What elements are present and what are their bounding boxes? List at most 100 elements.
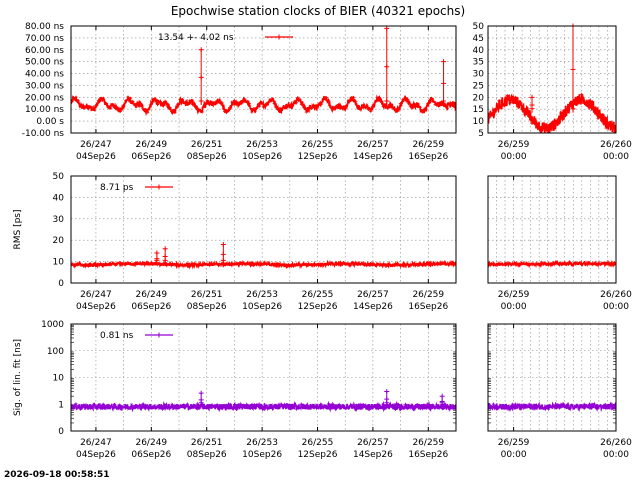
data-point bbox=[84, 105, 88, 109]
data-point bbox=[235, 407, 239, 411]
data-point bbox=[596, 406, 600, 410]
plot-frame-zoom bbox=[487, 175, 617, 284]
data-point bbox=[549, 262, 553, 266]
data-point bbox=[176, 406, 180, 410]
data-point bbox=[379, 262, 383, 266]
data-point bbox=[287, 103, 291, 107]
data-point bbox=[369, 406, 373, 410]
x-tick-label-day: 26/249 bbox=[135, 438, 167, 448]
data-point bbox=[527, 402, 531, 406]
data-point bbox=[84, 403, 88, 407]
x-tick-label-date: 00:00 bbox=[603, 152, 629, 162]
y-tick-label: 10 bbox=[53, 374, 65, 384]
data-point bbox=[119, 261, 123, 265]
data-point bbox=[508, 100, 512, 104]
data-point bbox=[133, 103, 137, 107]
data-point bbox=[99, 98, 103, 102]
data-point bbox=[225, 109, 229, 113]
data-point bbox=[582, 99, 586, 103]
data-point bbox=[128, 262, 132, 266]
data-point bbox=[596, 263, 600, 267]
data-point bbox=[329, 106, 333, 110]
data-point bbox=[533, 263, 537, 267]
data-point bbox=[314, 103, 318, 107]
data-point bbox=[228, 262, 232, 266]
data-point bbox=[607, 263, 611, 267]
y-tick-label: 60.00 ns bbox=[25, 46, 64, 56]
data-point bbox=[185, 264, 189, 268]
spike-marker bbox=[220, 241, 226, 247]
data-point bbox=[111, 405, 115, 409]
data-point bbox=[413, 105, 417, 109]
data-point bbox=[267, 261, 271, 265]
zoom-y-tick-label: 20 bbox=[473, 93, 485, 103]
spike-marker bbox=[384, 25, 390, 31]
y-tick-label: 1 bbox=[58, 400, 64, 410]
data-point bbox=[533, 407, 537, 411]
x-tick-label-day: 26/259 bbox=[412, 140, 444, 150]
x-tick-label-date: 08Sep26 bbox=[187, 152, 227, 162]
data-point bbox=[428, 407, 432, 411]
data-point bbox=[247, 262, 251, 266]
data-point bbox=[161, 407, 165, 411]
data-point bbox=[522, 106, 526, 110]
data-point bbox=[416, 263, 420, 267]
data-point bbox=[176, 102, 180, 106]
data-point bbox=[198, 262, 202, 266]
data-point bbox=[292, 100, 296, 104]
data-point bbox=[433, 406, 437, 410]
spike-marker bbox=[441, 59, 447, 65]
data-point bbox=[568, 103, 572, 107]
data-point bbox=[339, 406, 343, 410]
data-point bbox=[329, 403, 333, 407]
chart-panel-sig: 26/247 04Sep26 26/249 06Sep26 26/251 08Sep26 2… bbox=[13, 320, 632, 460]
data-point bbox=[590, 104, 594, 108]
data-point bbox=[106, 263, 110, 267]
data-point bbox=[86, 406, 90, 410]
data-point bbox=[265, 102, 269, 106]
data-point bbox=[361, 104, 365, 108]
data-point bbox=[121, 262, 125, 266]
data-point bbox=[416, 105, 420, 109]
data-point bbox=[612, 260, 616, 264]
data-point bbox=[563, 114, 567, 118]
data-point bbox=[116, 108, 120, 112]
y-tick-label: 0 bbox=[58, 279, 64, 289]
data-point bbox=[171, 110, 175, 114]
data-point bbox=[205, 262, 209, 266]
data-point bbox=[126, 261, 130, 265]
data-point bbox=[309, 264, 313, 268]
data-point bbox=[588, 106, 592, 110]
data-point bbox=[406, 98, 410, 102]
data-point bbox=[396, 402, 400, 406]
data-point bbox=[431, 403, 435, 407]
data-point bbox=[351, 405, 355, 409]
data-point bbox=[585, 99, 589, 103]
data-point bbox=[205, 406, 209, 410]
data-point bbox=[240, 261, 244, 265]
data-point bbox=[411, 106, 415, 110]
data-point bbox=[519, 262, 523, 266]
data-point bbox=[203, 404, 207, 408]
data-point bbox=[541, 123, 545, 127]
y-tick-label: 70.00 ns bbox=[25, 34, 64, 44]
data-point bbox=[81, 104, 85, 108]
y-tick-label: 10.00 ns bbox=[25, 105, 64, 115]
data-point bbox=[535, 122, 539, 126]
data-point bbox=[403, 96, 407, 100]
y-tick-label: 10 bbox=[53, 258, 65, 268]
data-point bbox=[384, 104, 388, 108]
data-point bbox=[71, 100, 73, 104]
data-point bbox=[302, 262, 306, 266]
data-point bbox=[516, 263, 520, 267]
data-point bbox=[307, 263, 311, 267]
data-point bbox=[208, 264, 212, 268]
x-tick-label-day: 26/247 bbox=[80, 290, 112, 300]
data-point bbox=[391, 403, 395, 407]
data-point bbox=[287, 403, 291, 407]
data-point bbox=[489, 406, 493, 410]
data-point bbox=[156, 103, 160, 107]
y-tick-label: 1000 bbox=[41, 320, 64, 330]
data-point bbox=[205, 99, 209, 103]
